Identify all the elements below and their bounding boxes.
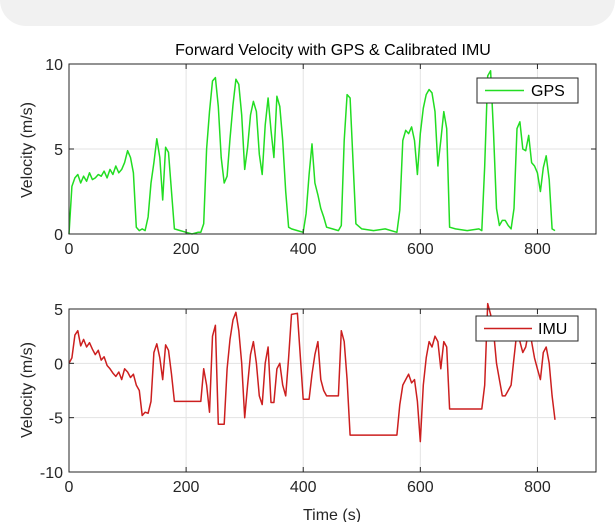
imu-y-axis-label: Velocity (m/s) bbox=[19, 342, 36, 438]
gps-panel: Forward Velocity with GPS & Calibrated I… bbox=[19, 42, 597, 258]
chart-title: Forward Velocity with GPS & Calibrated I… bbox=[175, 42, 491, 59]
gps-x-tick-label: 400 bbox=[290, 241, 317, 258]
imu-ticks: 0 200 400 600 800 -10 -5 0 5 bbox=[40, 302, 596, 496]
imu-x-tick-label: 600 bbox=[407, 479, 434, 496]
imu-x-axis-label: Time (s) bbox=[303, 507, 361, 522]
gps-ticks: 0 200 400 600 800 0 5 10 bbox=[45, 57, 596, 258]
imu-panel: 0 200 400 600 800 -10 -5 0 5 Velocity (m/s) Time… bbox=[19, 302, 597, 522]
imu-y-tick-label: -10 bbox=[40, 465, 63, 482]
imu-x-tick-label: 800 bbox=[524, 479, 551, 496]
gps-y-tick-label: 5 bbox=[54, 142, 63, 159]
window-top-band bbox=[0, 0, 615, 26]
imu-x-tick-label: 200 bbox=[173, 479, 200, 496]
gps-x-tick-label: 800 bbox=[524, 241, 551, 258]
imu-legend: IMU bbox=[475, 315, 579, 342]
imu-y-tick-label: 5 bbox=[54, 302, 63, 319]
gps-series-line bbox=[68, 70, 556, 235]
gps-y-axis-label: Velocity (m/s) bbox=[19, 102, 36, 198]
imu-axes-frame bbox=[68, 308, 597, 473]
gps-legend-label: GPS bbox=[531, 83, 565, 100]
gps-y-tick-label: 0 bbox=[54, 227, 63, 244]
imu-x-tick-label: 0 bbox=[65, 479, 74, 496]
imu-y-tick-label: 0 bbox=[54, 356, 63, 373]
gps-x-tick-label: 0 bbox=[65, 241, 74, 258]
imu-y-tick-label: -5 bbox=[49, 411, 63, 428]
imu-x-tick-label: 400 bbox=[290, 479, 317, 496]
gps-x-tick-label: 600 bbox=[407, 241, 434, 258]
gps-y-tick-label: 10 bbox=[45, 57, 63, 74]
imu-legend-label: IMU bbox=[538, 321, 567, 338]
gps-series bbox=[68, 70, 556, 235]
gps-legend: GPS bbox=[476, 77, 579, 104]
gps-x-tick-label: 200 bbox=[173, 241, 200, 258]
